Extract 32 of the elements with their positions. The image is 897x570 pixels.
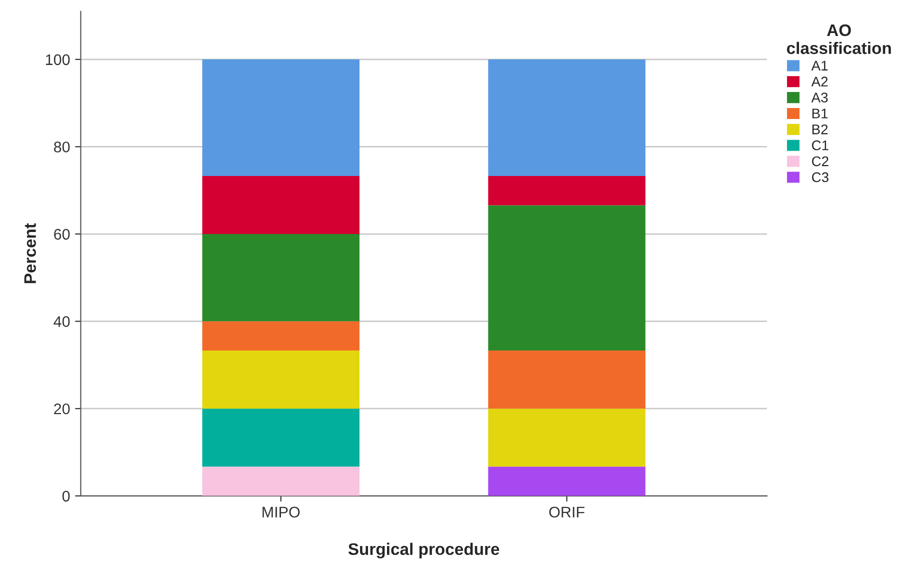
legend-label: C1 bbox=[812, 140, 828, 150]
bar bbox=[202, 321, 360, 351]
bar bbox=[202, 176, 360, 234]
legend-label: C3 bbox=[812, 172, 828, 182]
legend-label: C2 bbox=[812, 156, 828, 166]
legend-label: B2 bbox=[812, 124, 828, 134]
y-tick-label: 80 bbox=[54, 142, 70, 152]
legend-title: AO classification bbox=[786, 24, 891, 54]
bar bbox=[488, 59, 646, 176]
legend-label: A2 bbox=[811, 76, 828, 86]
bar bbox=[488, 408, 646, 467]
bar bbox=[488, 466, 646, 496]
y-tick-label: 100 bbox=[46, 54, 70, 66]
bar bbox=[202, 350, 360, 409]
bar bbox=[202, 59, 360, 176]
y-tick-label: 60 bbox=[54, 228, 70, 240]
x-axis-title: Surgical procedure bbox=[348, 542, 500, 558]
y-tick-label: 0 bbox=[62, 490, 70, 502]
y-tick-label: 20 bbox=[54, 403, 70, 414]
bar bbox=[202, 408, 360, 467]
bar bbox=[488, 205, 646, 351]
x-tick-label: MIPO bbox=[262, 506, 300, 518]
legend-label: A3 bbox=[811, 92, 828, 102]
y-axis-title: Percent bbox=[24, 223, 36, 284]
legend-label: A1 bbox=[811, 60, 828, 70]
bar bbox=[202, 466, 360, 496]
bar bbox=[488, 176, 646, 206]
x-tick-label: ORIF bbox=[549, 506, 584, 518]
bar bbox=[202, 234, 360, 322]
bar bbox=[488, 350, 646, 409]
legend-label: B1 bbox=[812, 108, 828, 118]
y-tick-label: 40 bbox=[54, 316, 70, 327]
